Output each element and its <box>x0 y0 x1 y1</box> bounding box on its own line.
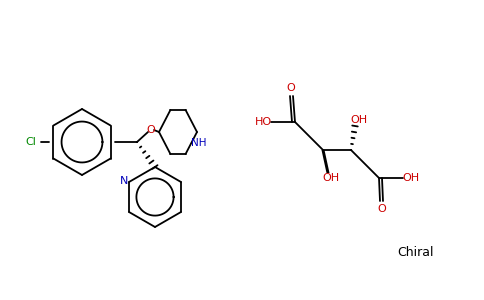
Text: OH: OH <box>402 173 420 183</box>
Text: Cl: Cl <box>26 137 36 147</box>
Text: N: N <box>120 176 128 186</box>
Text: NH: NH <box>191 138 206 148</box>
Polygon shape <box>321 150 330 173</box>
Text: O: O <box>287 83 295 93</box>
Text: O: O <box>378 204 386 214</box>
Text: O: O <box>147 125 155 135</box>
Text: Chiral: Chiral <box>397 245 433 259</box>
Text: HO: HO <box>255 117 272 127</box>
Text: OH: OH <box>350 115 367 125</box>
Text: OH: OH <box>322 173 340 183</box>
